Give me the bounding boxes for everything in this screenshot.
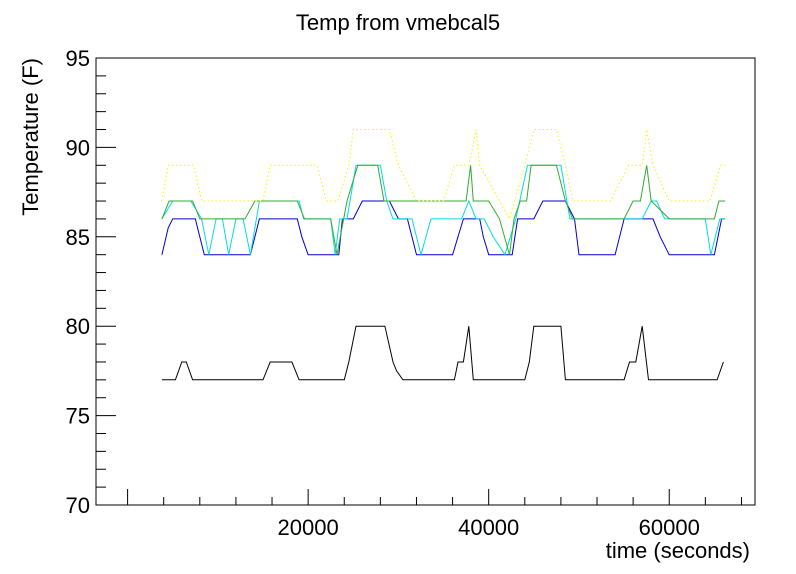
ticks-layer: 70 75 80 85 90 95 20000 40000 60000 bbox=[66, 46, 742, 540]
series-line-2 bbox=[161, 200, 726, 256]
x-tick-label: 20000 bbox=[278, 515, 339, 540]
series-line-3 bbox=[161, 164, 726, 257]
y-tick-label: 95 bbox=[66, 46, 90, 71]
chart-title: Temp from vmebcal5 bbox=[296, 10, 500, 35]
y-tick-label: 75 bbox=[66, 404, 90, 429]
x-tick-label: 60000 bbox=[639, 515, 700, 540]
plot-frame bbox=[95, 57, 756, 506]
series-line-5 bbox=[161, 129, 726, 221]
y-tick-label: 90 bbox=[66, 135, 90, 160]
y-tick-label: 80 bbox=[66, 314, 90, 339]
x-tick-label: 40000 bbox=[458, 515, 519, 540]
series-line-1 bbox=[161, 325, 724, 381]
y-axis-label: Temperature (F) bbox=[18, 58, 43, 216]
series-layer bbox=[161, 129, 726, 381]
y-tick-label: 85 bbox=[66, 225, 90, 250]
series-line-4 bbox=[161, 164, 726, 255]
x-axis-label: time (seconds) bbox=[606, 538, 750, 563]
y-tick-label: 70 bbox=[66, 493, 90, 518]
